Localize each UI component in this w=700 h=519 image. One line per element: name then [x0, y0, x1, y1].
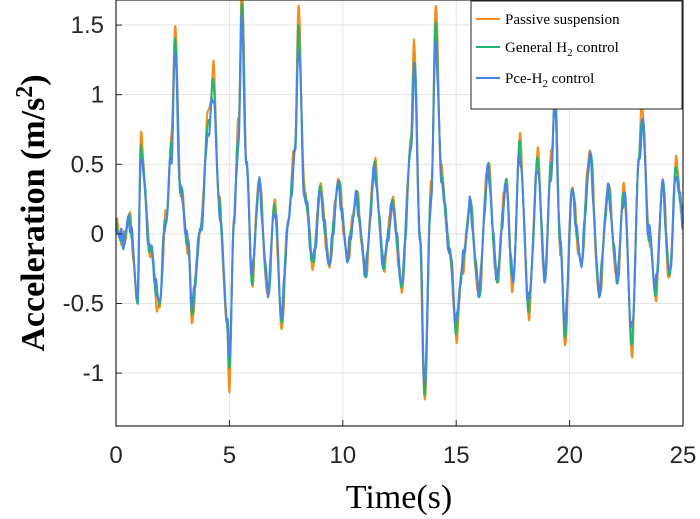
x-tick-label: 15	[443, 442, 470, 469]
y-tick-label: 1	[91, 82, 104, 109]
y-axis-label-sup: 2	[12, 86, 38, 98]
y-tick-label: -1	[83, 360, 104, 387]
y-tick-label: 1.5	[71, 12, 104, 39]
svg-text:General H2 control: General H2 control	[505, 40, 619, 59]
x-tick-label: 0	[109, 442, 122, 469]
legend-label-passive: Passive suspension	[505, 12, 620, 28]
svg-text:Passive suspension: Passive suspension	[505, 12, 620, 28]
legend-label-pce: Pce-H	[505, 71, 543, 87]
x-tick-label: 5	[223, 442, 236, 469]
x-tick-label: 10	[329, 442, 356, 469]
series-lines	[115, 0, 684, 401]
legend-item-general: General H2 control	[476, 40, 619, 59]
legend-item-passive: Passive suspension	[476, 12, 620, 28]
y-tick-label: 0	[91, 221, 104, 248]
x-tick-label: 20	[556, 442, 583, 469]
legend: Passive suspension General H2 control Pc…	[470, 0, 683, 110]
legend-item-pce: Pce-H2 control	[476, 71, 594, 90]
x-axis-ticks: 0 5 10 15 20 25	[109, 420, 696, 469]
y-axis-label-main: Acceleration (m/s	[15, 98, 52, 352]
svg-text:Pce-H2 control: Pce-H2 control	[505, 71, 594, 90]
plot-area	[115, 0, 684, 401]
svg-text:Acceleration (m/s2): Acceleration (m/s2)	[12, 74, 52, 351]
y-tick-label: -0.5	[63, 290, 104, 317]
axes-box	[115, 0, 684, 427]
x-axis-label: Time(s)	[346, 479, 452, 516]
y-axis-label-close: )	[15, 74, 52, 85]
y-axis-label: Acceleration (m/s2)	[12, 74, 52, 351]
legend-label-general: General H	[505, 40, 567, 56]
series-line-pce-h2	[115, 13, 684, 386]
legend-label-general-sub: 2	[567, 47, 573, 59]
y-axis-ticks: -1 -0.5 0 0.5 1 1.5	[63, 12, 122, 387]
x-tick-label: 25	[670, 442, 697, 469]
legend-label-general-post: control	[573, 40, 619, 56]
legend-label-pce-post: control	[548, 71, 594, 87]
y-tick-label: 0.5	[71, 151, 104, 178]
legend-label-pce-sub: 2	[543, 78, 549, 90]
legend-box	[470, 0, 683, 110]
